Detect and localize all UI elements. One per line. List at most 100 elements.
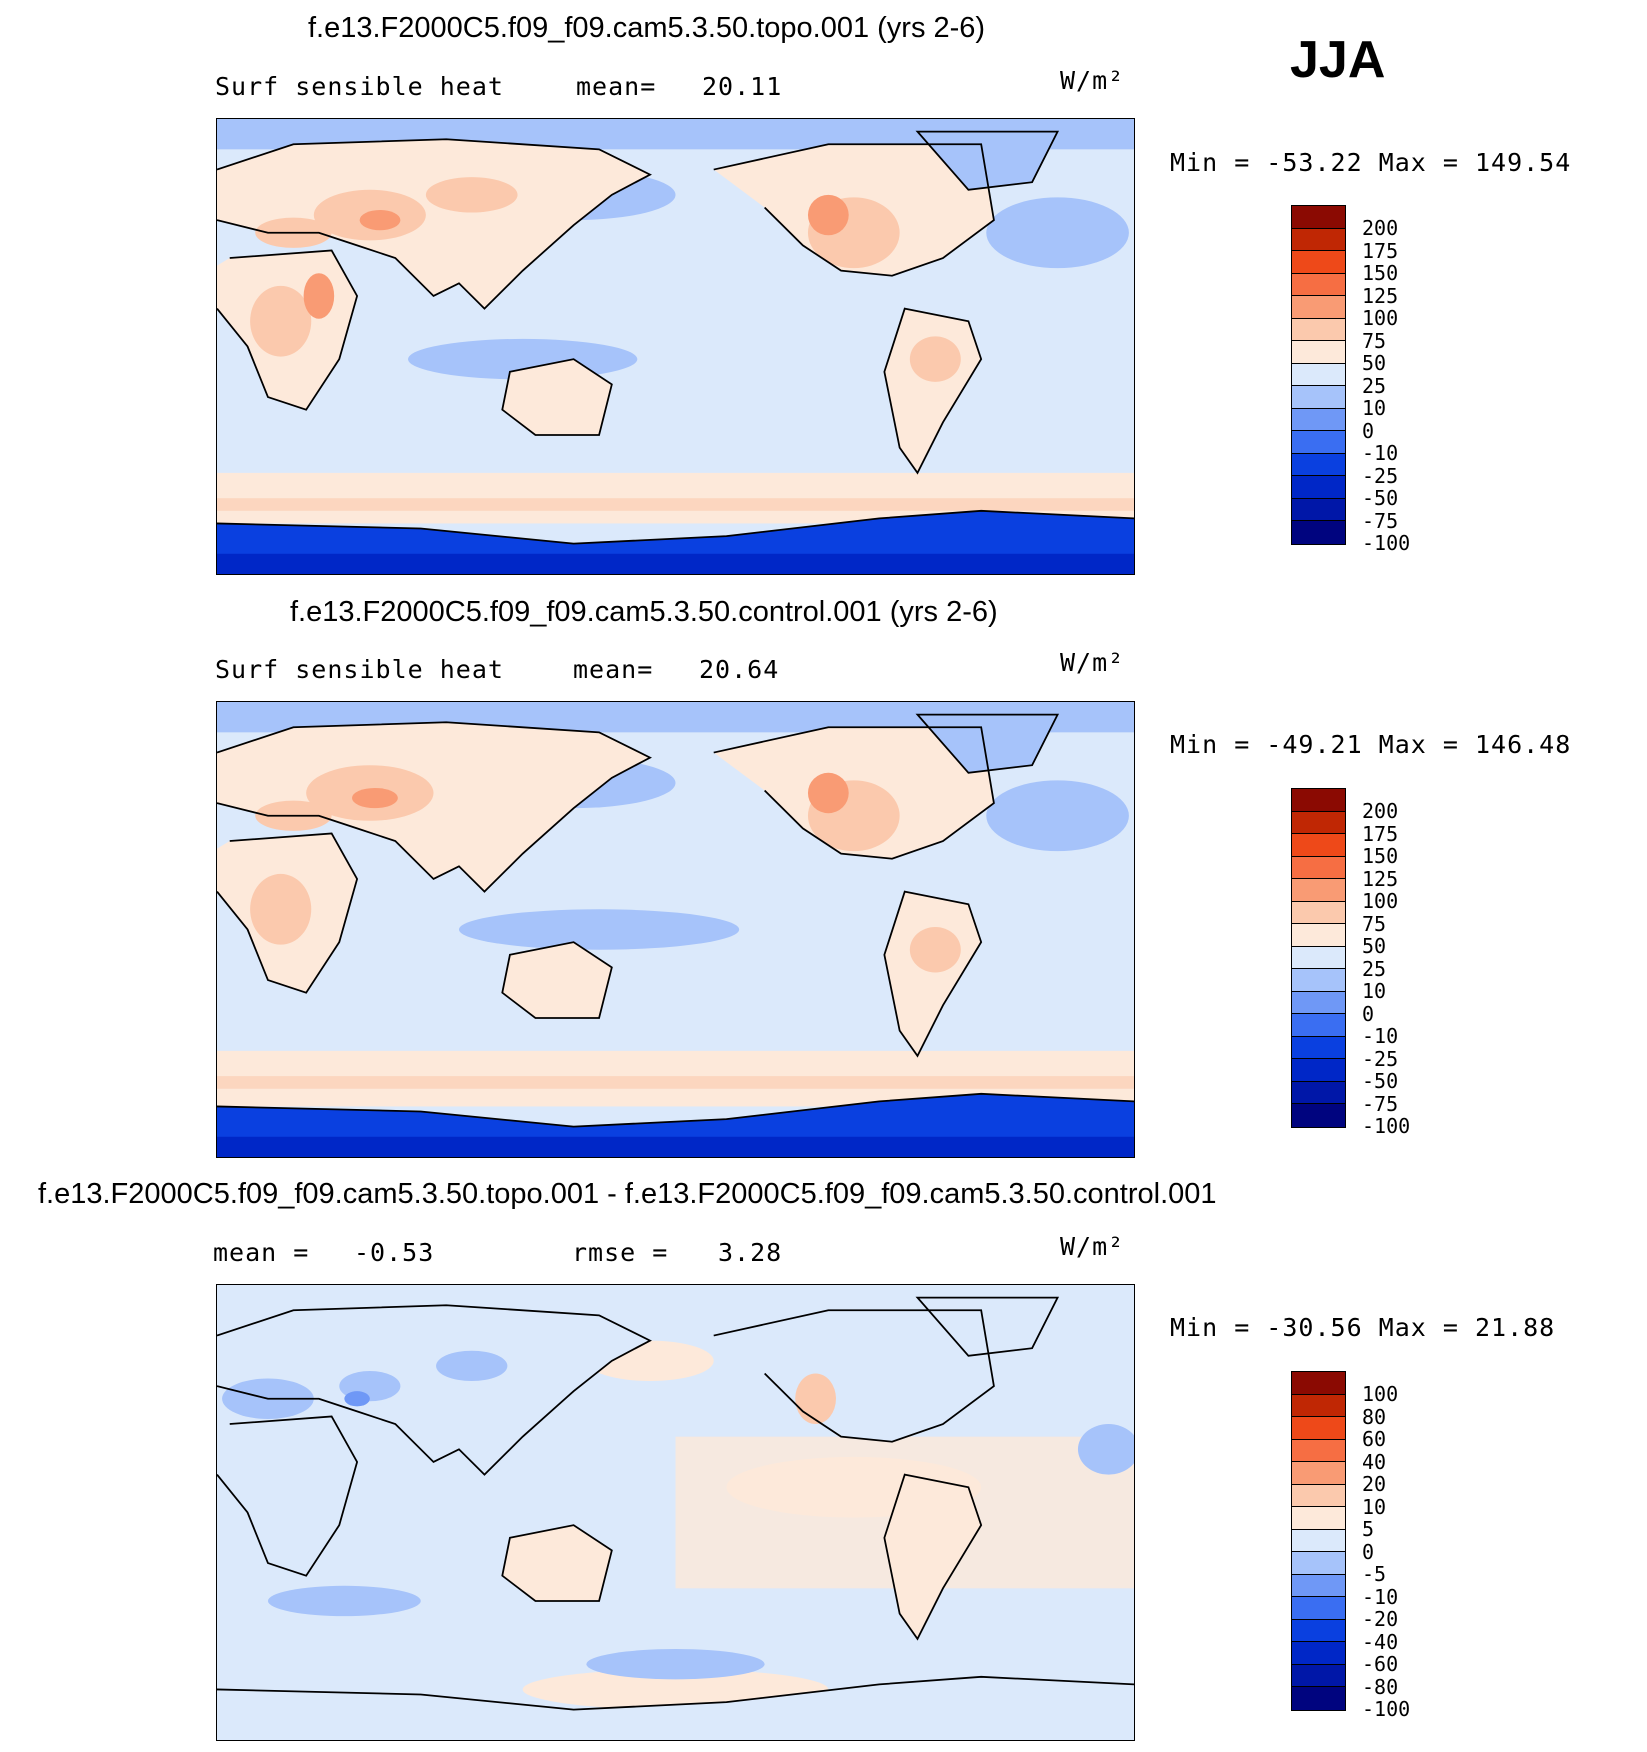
colorbar-tick-label: 25	[1362, 956, 1387, 981]
colorbar-tick-label: -80	[1362, 1674, 1399, 1699]
colorbar-tick-label: 175	[1362, 238, 1399, 263]
panel-3-rmse-label: rmse =	[572, 1238, 669, 1267]
colorbar-swatch	[1292, 991, 1345, 1014]
panel-3-title: f.e13.F2000C5.f09_f09.cam5.3.50.topo.001…	[38, 1178, 1217, 1210]
colorbar-swatch	[1292, 251, 1345, 274]
colorbar-swatch	[1292, 296, 1345, 319]
colorbar-swatch	[1292, 1552, 1345, 1575]
colorbar-swatch	[1292, 453, 1345, 476]
colorbar-tick-label: -75	[1362, 1091, 1399, 1116]
colorbar-tick-label: 100	[1362, 1382, 1399, 1406]
colorbar-tick-label: 100	[1362, 889, 1399, 913]
colorbar-tick-label: 125	[1362, 866, 1399, 891]
colorbar-tick-label: 175	[1362, 821, 1399, 846]
colorbar-swatch	[1292, 1036, 1345, 1059]
panel-2-variable-label: Surf sensible heat	[215, 655, 504, 684]
colorbar-tick-label: 50	[1362, 351, 1387, 375]
colorbar-tick-label: 0	[1362, 1001, 1375, 1026]
colorbar-tick-label: 0	[1362, 1539, 1375, 1564]
colorbar-tick-label: -75	[1362, 508, 1399, 533]
colorbar-tick-label: 150	[1362, 261, 1399, 285]
colorbar-swatch	[1292, 901, 1345, 924]
colorbar-tick-label: -20	[1362, 1607, 1399, 1631]
colorbar-tick-label: -10	[1362, 1024, 1399, 1048]
colorbar-swatch	[1292, 1619, 1345, 1642]
colorbar-tick-label: 200	[1362, 799, 1399, 823]
colorbar-tick-label: 20	[1362, 1472, 1387, 1496]
panel-3-mean-value: -0.53	[354, 1238, 435, 1267]
panel-3-rmse-value: 3.28	[718, 1238, 783, 1267]
colorbar-swatch	[1292, 408, 1345, 431]
colorbar-swatch	[1292, 1394, 1345, 1417]
panel-1-variable-label: Surf sensible heat	[215, 72, 504, 101]
colorbar-swatch	[1292, 924, 1345, 947]
colorbar-swatch	[1292, 1104, 1345, 1127]
colorbar-tick-label: -50	[1362, 486, 1399, 510]
colorbar-swatch	[1292, 431, 1345, 454]
colorbar-swatch	[1292, 856, 1345, 879]
panel-1-units: W/m²	[1060, 66, 1125, 95]
colorbar-swatch	[1292, 476, 1345, 499]
panel-1-colorbar	[1291, 205, 1346, 545]
panel-3-units: W/m²	[1060, 1232, 1125, 1261]
colorbar-swatch	[1292, 1574, 1345, 1597]
colorbar-swatch	[1292, 811, 1345, 834]
colorbar-tick-label: 60	[1362, 1427, 1387, 1451]
colorbar-tick-label: -10	[1362, 1584, 1399, 1609]
panel-2-mean-value: 20.64	[699, 655, 780, 684]
colorbar-tick-label: 0	[1362, 418, 1375, 443]
colorbar-tick-label: 10	[1362, 979, 1387, 1003]
colorbar-tick-label: 75	[1362, 328, 1387, 353]
colorbar-swatch	[1292, 363, 1345, 386]
colorbar-tick-label: -40	[1362, 1629, 1399, 1654]
colorbar-swatch	[1292, 206, 1345, 229]
panel-1-map-canvas	[217, 119, 1134, 574]
colorbar-tick-label: 10	[1362, 396, 1387, 420]
colorbar-tick-label: 80	[1362, 1404, 1387, 1429]
colorbar-swatch	[1292, 834, 1345, 857]
colorbar-swatch	[1292, 969, 1345, 992]
colorbar-tick-label: -100	[1362, 1697, 1411, 1721]
colorbar-tick-label: 10	[1362, 1494, 1387, 1519]
panel-1-mean-label: mean=	[576, 72, 657, 101]
colorbar-swatch	[1292, 1439, 1345, 1462]
panel-2-map	[216, 701, 1135, 1158]
colorbar-tick-label: 25	[1362, 373, 1387, 398]
colorbar-swatch	[1292, 789, 1345, 812]
panel-1-mean-value: 20.11	[702, 72, 783, 101]
panel-1-map	[216, 118, 1135, 575]
colorbar-tick-label: 75	[1362, 911, 1387, 936]
colorbar-swatch	[1292, 946, 1345, 969]
colorbar-tick-label: -100	[1362, 1114, 1411, 1138]
colorbar-tick-label: -5	[1362, 1562, 1387, 1586]
panel-3-map	[216, 1284, 1135, 1741]
colorbar-swatch	[1292, 1597, 1345, 1620]
panel-1-title: f.e13.F2000C5.f09_f09.cam5.3.50.topo.001…	[308, 12, 986, 44]
panel-1-minmax: Min = -53.22 Max = 149.54	[1170, 148, 1572, 177]
panel-2-title: f.e13.F2000C5.f09_f09.cam5.3.50.control.…	[290, 596, 998, 628]
season-label: JJA	[1290, 31, 1386, 89]
colorbar-swatch	[1292, 1484, 1345, 1507]
colorbar-swatch	[1292, 1417, 1345, 1440]
colorbar-swatch	[1292, 1529, 1345, 1552]
colorbar-tick-label: -50	[1362, 1069, 1399, 1093]
colorbar-tick-label: -60	[1362, 1652, 1399, 1676]
colorbar-swatch	[1292, 879, 1345, 902]
colorbar-tick-label: 150	[1362, 844, 1399, 868]
colorbar-swatch	[1292, 1081, 1345, 1104]
panel-2-map-canvas	[217, 702, 1134, 1157]
colorbar-tick-label: -100	[1362, 531, 1411, 555]
colorbar-tick-label: 50	[1362, 934, 1387, 958]
colorbar-swatch	[1292, 386, 1345, 409]
colorbar-swatch	[1292, 1507, 1345, 1530]
colorbar-tick-label: 200	[1362, 216, 1399, 240]
panel-3-mean-label: mean =	[213, 1238, 310, 1267]
panel-3-minmax: Min = -30.56 Max = 21.88	[1170, 1313, 1556, 1342]
panel-2-minmax: Min = -49.21 Max = 146.48	[1170, 730, 1572, 759]
colorbar-tick-label: 5	[1362, 1517, 1375, 1541]
colorbar-swatch	[1292, 1059, 1345, 1082]
colorbar-swatch	[1292, 228, 1345, 251]
colorbar-swatch	[1292, 1014, 1345, 1037]
colorbar-swatch	[1292, 318, 1345, 341]
panel-2-colorbar	[1291, 788, 1346, 1128]
